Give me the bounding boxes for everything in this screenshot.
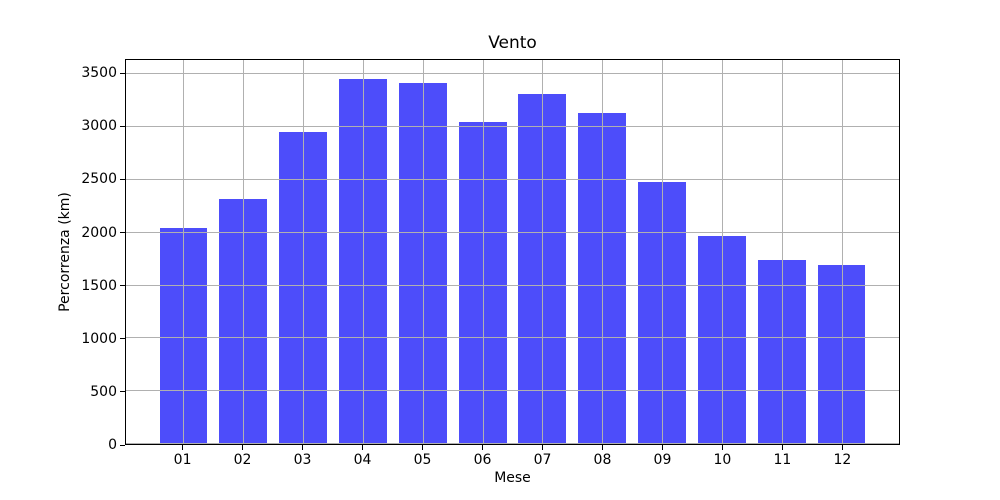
horizontal-gridline bbox=[126, 443, 899, 444]
x-tick-label: 07 bbox=[533, 452, 552, 468]
y-tick-label: 1500 bbox=[81, 277, 117, 294]
x-tick-label: 10 bbox=[713, 452, 732, 468]
x-tick-label: 06 bbox=[473, 452, 492, 468]
x-tick-label: 08 bbox=[593, 452, 612, 468]
x-tick-label: 11 bbox=[773, 452, 792, 468]
vertical-gridline bbox=[183, 60, 185, 444]
x-tick-mark bbox=[661, 445, 663, 450]
horizontal-gridline bbox=[126, 73, 899, 75]
y-tick-label: 3000 bbox=[81, 118, 117, 135]
y-tick-mark bbox=[120, 338, 125, 340]
x-tick-mark bbox=[841, 445, 843, 450]
x-tick-label: 04 bbox=[353, 452, 372, 468]
vertical-gridline bbox=[781, 60, 783, 444]
horizontal-gridline bbox=[126, 390, 899, 392]
y-tick-mark bbox=[120, 178, 125, 180]
horizontal-gridline bbox=[126, 126, 899, 127]
x-tick-label: 02 bbox=[233, 452, 252, 468]
y-tick-mark bbox=[120, 232, 125, 234]
vertical-gridline bbox=[542, 60, 544, 444]
x-tick-mark bbox=[422, 445, 424, 450]
plot-area bbox=[125, 59, 900, 445]
x-tick-label: 03 bbox=[293, 452, 312, 468]
x-tick-label: 09 bbox=[653, 452, 672, 468]
bar-month-12 bbox=[817, 265, 866, 444]
vertical-gridline bbox=[422, 60, 424, 444]
horizontal-gridline bbox=[126, 231, 899, 233]
x-tick-mark bbox=[781, 445, 783, 450]
horizontal-gridline bbox=[126, 337, 899, 339]
x-tick-label: 05 bbox=[413, 452, 432, 468]
x-tick-mark bbox=[541, 445, 543, 450]
y-tick-label: 1000 bbox=[81, 330, 117, 347]
y-tick-label: 500 bbox=[90, 383, 117, 400]
y-tick-label: 2000 bbox=[81, 224, 117, 241]
vertical-gridline bbox=[362, 60, 364, 444]
x-tick-label: 12 bbox=[833, 452, 852, 468]
y-tick-label: 3500 bbox=[81, 65, 117, 82]
x-tick-mark bbox=[182, 445, 184, 450]
vertical-gridline bbox=[841, 60, 843, 444]
x-tick-mark bbox=[482, 445, 483, 450]
y-axis-label: Percorrenza (km) bbox=[57, 192, 73, 312]
y-tick-mark bbox=[120, 285, 125, 287]
vertical-gridline bbox=[721, 60, 723, 444]
bar-month-03 bbox=[279, 132, 328, 444]
x-axis-label: Mese bbox=[494, 470, 531, 486]
horizontal-gridline bbox=[126, 178, 899, 180]
vertical-gridline bbox=[303, 60, 305, 444]
chart-title: Vento bbox=[488, 33, 537, 53]
bar-month-04 bbox=[338, 78, 387, 444]
y-tick-label: 0 bbox=[108, 437, 117, 453]
x-tick-mark bbox=[302, 445, 304, 450]
y-tick-mark bbox=[120, 125, 125, 127]
vertical-gridline bbox=[482, 60, 484, 444]
bar-month-05 bbox=[398, 82, 447, 444]
x-tick-mark bbox=[362, 445, 364, 450]
x-tick-label: 01 bbox=[173, 452, 192, 468]
vertical-gridline bbox=[662, 60, 664, 444]
bar-month-02 bbox=[219, 199, 268, 444]
vertical-gridline bbox=[602, 60, 604, 444]
x-tick-mark bbox=[242, 445, 244, 450]
vertical-gridline bbox=[243, 60, 245, 444]
x-tick-mark bbox=[601, 445, 603, 450]
bar-month-07 bbox=[518, 94, 567, 444]
y-tick-mark bbox=[120, 391, 125, 393]
x-tick-mark bbox=[721, 445, 723, 450]
y-tick-mark bbox=[120, 72, 125, 74]
y-tick-label: 2500 bbox=[81, 171, 117, 188]
horizontal-gridline bbox=[126, 284, 899, 286]
y-tick-mark bbox=[120, 444, 125, 446]
